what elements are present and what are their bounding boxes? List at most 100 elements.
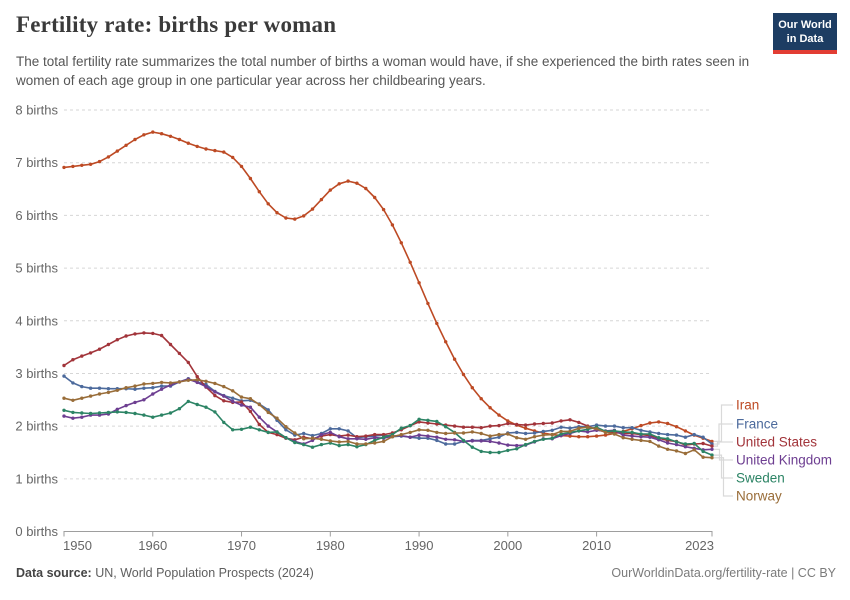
owid-logo-line2: in Data: [786, 32, 824, 45]
data-point: [515, 430, 519, 435]
data-point: [293, 217, 297, 221]
data-point: [88, 351, 93, 355]
data-point: [701, 435, 705, 439]
data-point: [674, 425, 679, 429]
data-point: [426, 428, 430, 432]
data-point: [151, 331, 155, 336]
series-line-norway[interactable]: [63, 379, 713, 459]
y-tick-label: 1 births: [15, 471, 58, 486]
data-point: [657, 436, 661, 440]
data-point: [497, 432, 501, 437]
data-point: [683, 442, 688, 446]
data-point: [222, 420, 226, 425]
data-point: [275, 416, 279, 420]
legend-item-sweden[interactable]: Sweden: [736, 471, 785, 486]
x-tick-label: 2023: [685, 538, 714, 553]
data-point: [284, 428, 288, 432]
data-point: [452, 442, 457, 446]
data-point: [97, 411, 102, 415]
data-point: [417, 436, 421, 440]
data-point: [346, 433, 350, 437]
data-point: [195, 378, 199, 382]
data-point: [159, 333, 164, 338]
y-tick-label: 2 births: [15, 419, 58, 434]
data-point: [62, 165, 66, 170]
data-point: [195, 374, 199, 379]
data-point: [594, 434, 599, 438]
data-point: [97, 392, 102, 396]
data-point: [452, 357, 457, 361]
legend-item-iran[interactable]: Iran: [736, 398, 759, 413]
data-point: [435, 419, 439, 424]
data-point: [80, 415, 84, 419]
data-point: [159, 380, 164, 385]
data-point: [630, 426, 634, 430]
data-point: [515, 436, 519, 440]
data-point: [586, 430, 590, 434]
data-point: [603, 433, 608, 437]
series-line-iran[interactable]: [63, 131, 713, 443]
series-norway[interactable]: [62, 378, 714, 460]
data-point: [346, 179, 350, 183]
data-point: [364, 437, 368, 441]
data-point: [586, 425, 590, 429]
data-point: [302, 437, 306, 441]
data-point: [399, 432, 403, 437]
data-point: [319, 442, 324, 447]
data-point: [186, 141, 190, 145]
data-point: [71, 164, 75, 169]
data-point: [204, 405, 208, 409]
x-tick-label: 1950: [63, 538, 92, 553]
data-point: [657, 444, 661, 448]
data-point: [239, 400, 244, 404]
data-point: [151, 415, 155, 419]
chart-subtitle: The total fertility rate summarizes the …: [16, 54, 750, 88]
data-point: [452, 424, 457, 428]
data-point: [577, 435, 581, 439]
chart-canvas[interactable]: 0 births 1 births 2 births 3 births 4 births…: [0, 95, 850, 570]
data-point: [106, 410, 111, 415]
legend-item-united-kingdom[interactable]: United Kingdom: [736, 453, 832, 468]
data-point: [284, 425, 288, 429]
data-point: [612, 429, 617, 433]
data-point: [213, 148, 217, 153]
data-point: [62, 374, 66, 378]
legend-item-norway[interactable]: Norway: [736, 489, 782, 504]
footer-link[interactable]: OurWorldinData.org/fertility-rate | CC B…: [611, 566, 836, 580]
data-point: [142, 398, 146, 402]
data-point: [648, 435, 652, 439]
data-point: [568, 434, 572, 438]
data-point: [444, 340, 448, 344]
data-point: [550, 421, 554, 425]
data-point: [257, 422, 261, 427]
data-point: [133, 411, 137, 416]
data-point: [151, 381, 155, 386]
data-point: [488, 437, 492, 441]
series-sweden[interactable]: [62, 399, 714, 457]
data-point: [435, 321, 439, 326]
series-line-sweden[interactable]: [63, 400, 713, 456]
data-point: [115, 388, 120, 392]
legend-item-united-states[interactable]: United States: [736, 435, 817, 450]
data-point: [266, 430, 270, 435]
data-source-value: UN, World Population Prospects (2024): [91, 566, 314, 580]
data-point: [346, 442, 350, 447]
data-point: [621, 430, 625, 434]
page-title: Fertility rate: births per woman: [16, 12, 337, 37]
owid-logo[interactable]: Our World in Data: [773, 13, 837, 54]
data-point: [142, 413, 146, 417]
data-point: [231, 396, 235, 400]
data-point: [417, 417, 421, 421]
data-point: [630, 434, 634, 438]
data-point: [461, 431, 466, 435]
data-point: [151, 392, 155, 396]
data-point: [532, 439, 537, 444]
data-point: [630, 437, 634, 441]
series-iran[interactable]: [62, 130, 714, 444]
data-point: [648, 439, 652, 444]
data-point: [80, 384, 84, 389]
data-point: [71, 410, 75, 415]
data-point: [488, 439, 492, 444]
legend-item-france[interactable]: France: [736, 417, 778, 432]
data-point: [488, 434, 492, 438]
